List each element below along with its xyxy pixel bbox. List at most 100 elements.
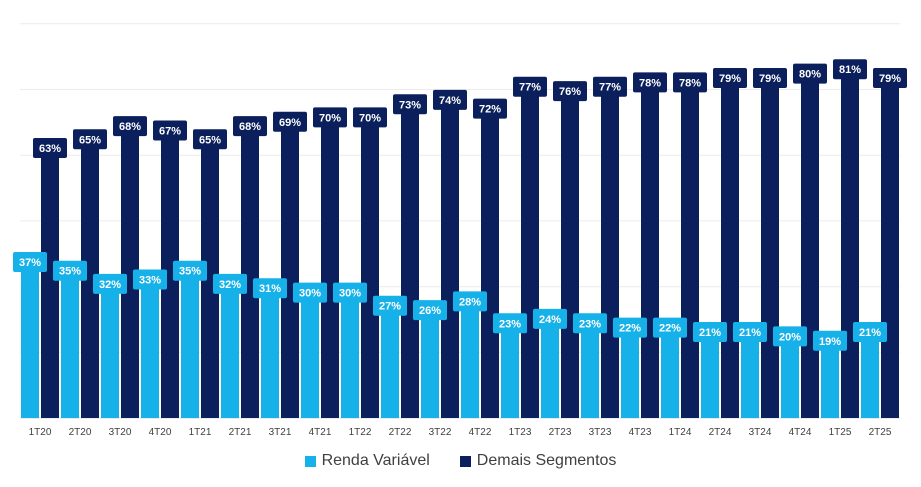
data-label-demais-segmentos: 69%	[279, 117, 301, 129]
bar-demais-segmentos	[401, 98, 419, 418]
data-label-box-renda-variavel	[293, 282, 327, 303]
data-label-box-renda-variavel	[773, 326, 807, 347]
bar-demais-segmentos	[641, 76, 659, 419]
bar-demais-segmentos	[801, 67, 819, 418]
data-label-demais-segmentos: 68%	[119, 121, 141, 133]
bar-renda-variavel	[261, 282, 279, 418]
data-label-renda-variavel: 32%	[99, 279, 121, 291]
data-label-renda-variavel: 31%	[259, 283, 281, 295]
data-label-renda-variavel: 35%	[59, 266, 81, 278]
data-label-renda-variavel: 19%	[819, 336, 841, 348]
bar-renda-variavel	[101, 277, 119, 418]
data-label-box-renda-variavel	[493, 313, 527, 334]
bar-renda-variavel	[341, 286, 359, 418]
data-label-box-demais-segmentos	[73, 129, 107, 150]
legend-label: Demais Segmentos	[476, 452, 617, 469]
data-label-demais-segmentos: 79%	[759, 73, 781, 85]
x-tick-label: 1T22	[349, 427, 372, 438]
bar-renda-variavel	[621, 321, 639, 418]
x-tick-label: 2T20	[69, 427, 92, 438]
legend-item-demais-segmentos[interactable]: Demais Segmentos	[459, 452, 617, 470]
bar-renda-variavel	[541, 312, 559, 418]
data-label-demais-segmentos: 67%	[159, 126, 181, 138]
legend-item-renda-variavel[interactable]: Renda Variável	[304, 452, 430, 470]
data-label-demais-segmentos: 74%	[439, 95, 461, 107]
data-label-box-renda-variavel	[453, 291, 487, 312]
bar-demais-segmentos	[481, 102, 499, 418]
x-tick-label: 2T21	[229, 427, 252, 438]
bar-demais-segmentos	[601, 80, 619, 419]
data-label-demais-segmentos: 72%	[479, 104, 501, 116]
x-axis-tick-labels: 1T20 2T20 3T20 4T20 1T21 2T21 3T21 4T21 1T22 2T22…	[29, 427, 892, 438]
x-tick-label: 2T22	[389, 427, 412, 438]
data-label-renda-variavel: 27%	[379, 301, 401, 313]
legend: Renda Variável Demais Segmentos	[0, 452, 921, 470]
data-label-demais-segmentos: 65%	[79, 134, 101, 146]
x-tick-label: 2T23	[549, 427, 572, 438]
data-label-box-demais-segmentos	[33, 138, 67, 159]
bar-renda-variavel	[421, 304, 439, 418]
data-label-box-demais-segmentos	[713, 67, 747, 88]
data-label-renda-variavel: 26%	[419, 305, 441, 317]
x-tick-label: 3T24	[749, 427, 772, 438]
data-label-box-renda-variavel	[173, 260, 207, 281]
data-label-renda-variavel: 23%	[579, 318, 601, 330]
data-label-box-renda-variavel	[573, 313, 607, 334]
data-label-demais-segmentos: 70%	[319, 112, 341, 124]
bar-renda-variavel	[861, 326, 879, 418]
x-tick-label: 3T20	[109, 427, 132, 438]
data-label-renda-variavel: 35%	[179, 266, 201, 278]
data-label-box-renda-variavel	[413, 300, 447, 321]
bar-renda-variavel	[781, 330, 799, 418]
data-label-box-renda-variavel	[213, 273, 247, 294]
bar-renda-variavel	[21, 255, 39, 418]
bar-demais-segmentos	[441, 93, 459, 418]
data-label-demais-segmentos: 77%	[599, 82, 621, 94]
bar-demais-segmentos	[561, 85, 579, 419]
data-label-demais-segmentos: 79%	[719, 73, 741, 85]
x-tick-label: 1T24	[669, 427, 692, 438]
bar-demais-segmentos	[41, 142, 59, 418]
bar-demais-segmentos	[81, 133, 99, 419]
bar-demais-segmentos	[161, 124, 179, 418]
data-label-renda-variavel: 21%	[699, 327, 721, 339]
bar-renda-variavel	[221, 277, 239, 418]
data-label-demais-segmentos: 77%	[519, 82, 541, 94]
bar-demais-segmentos	[881, 71, 899, 418]
data-label-box-demais-segmentos	[233, 116, 267, 137]
bar-demais-segmentos	[281, 115, 299, 418]
bar-renda-variavel	[181, 264, 199, 418]
bar-renda-variavel	[301, 286, 319, 418]
x-tick-label: 3T23	[589, 427, 612, 438]
bar-renda-variavel	[661, 321, 679, 418]
data-label-demais-segmentos: 79%	[879, 73, 901, 85]
data-label-renda-variavel: 21%	[739, 327, 761, 339]
data-label-box-demais-segmentos	[833, 59, 867, 80]
data-label-box-demais-segmentos	[273, 111, 307, 132]
data-label-demais-segmentos: 63%	[39, 143, 61, 155]
data-label-box-demais-segmentos	[193, 129, 227, 150]
bar-renda-variavel	[381, 299, 399, 418]
x-tick-label: 1T25	[829, 427, 852, 438]
bar-renda-variavel	[61, 264, 79, 418]
data-label-box-demais-segmentos	[633, 72, 667, 93]
x-tick-label: 2T24	[709, 427, 732, 438]
data-labels: 37% 63% 35% 65% 32% 68% 33% 67% 35% 65% 32% 68% 31% 6…	[13, 59, 907, 351]
data-label-box-renda-variavel	[653, 317, 687, 338]
data-label-box-renda-variavel	[533, 308, 567, 329]
bar-renda-variavel	[701, 326, 719, 418]
data-label-box-renda-variavel	[133, 269, 167, 290]
bar-renda-variavel	[501, 317, 519, 418]
x-tick-label: 4T24	[789, 427, 812, 438]
data-label-renda-variavel: 22%	[659, 323, 681, 335]
data-label-box-demais-segmentos	[553, 81, 587, 102]
data-label-renda-variavel: 37%	[19, 257, 41, 269]
bar-demais-segmentos	[521, 80, 539, 419]
bar-renda-variavel	[461, 295, 479, 418]
bar-renda-variavel	[741, 326, 759, 418]
bar-renda-variavel	[141, 273, 159, 418]
data-label-demais-segmentos: 76%	[559, 86, 581, 98]
data-label-renda-variavel: 30%	[339, 288, 361, 300]
data-label-box-demais-segmentos	[873, 67, 907, 88]
data-label-renda-variavel: 28%	[459, 296, 481, 308]
